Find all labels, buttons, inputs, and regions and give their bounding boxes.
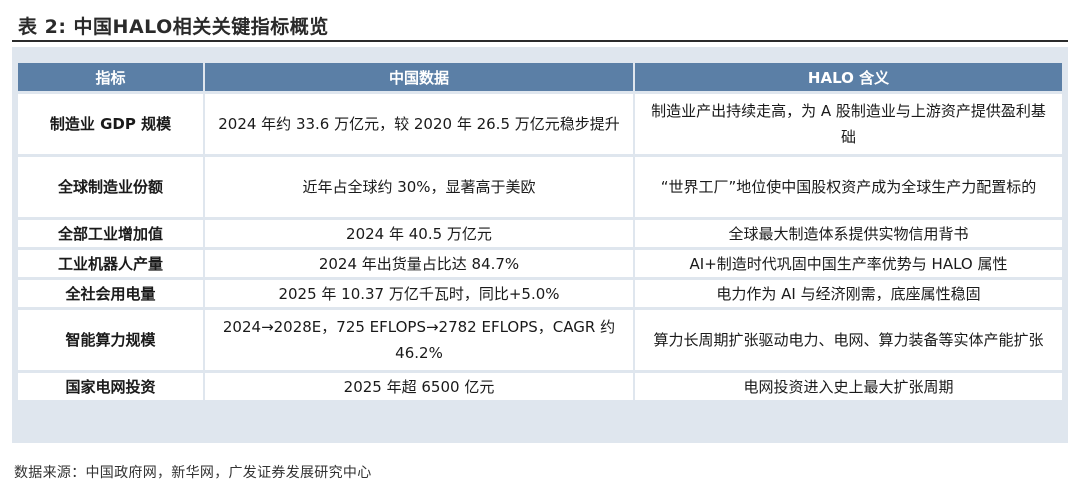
halo-meaning-cell: 算力长周期扩张驱动电力、电网、算力装备等实体产能扩张 [634, 307, 1062, 372]
indicator-cell: 国家电网投资 [18, 370, 205, 400]
china-data-cell: 2024 年出货量占比达 84.7% [204, 247, 635, 279]
table-row: 工业机器人产量 2024 年出货量占比达 84.7% AI+制造时代巩固中国生产… [18, 247, 1062, 279]
halo-meaning-cell: 制造业产出持续走高，为 A 股制造业与上游资产提供盈利基础 [634, 91, 1062, 156]
indicator-cell: 智能算力规模 [18, 307, 205, 372]
table-row: 智能算力规模 2024→2028E，725 EFLOPS→2782 EFLOPS… [18, 307, 1062, 372]
china-data-cell: 2025 年 10.37 万亿千瓦时，同比+5.0% [204, 277, 635, 309]
china-data-cell: 2024 年 40.5 万亿元 [204, 217, 635, 249]
header-row: 指标 中国数据 HALO 含义 [18, 63, 1062, 93]
china-data-cell: 2024 年约 33.6 万亿元，较 2020 年 26.5 万亿元稳步提升 [204, 91, 635, 156]
source-note: 数据来源：中国政府网，新华网，广发证券发展研究中心 [14, 465, 372, 481]
halo-meaning-cell: “世界工厂”地位使中国股权资产成为全球生产力配置标的 [634, 154, 1062, 219]
indicator-cell: 全球制造业份额 [18, 154, 205, 219]
halo-meaning-cell: 电网投资进入史上最大扩张周期 [634, 370, 1062, 400]
indicator-cell: 工业机器人产量 [18, 247, 205, 279]
table-row: 全球制造业份额 近年占全球约 30%，显著高于美欧 “世界工厂”地位使中国股权资… [18, 154, 1062, 219]
header-halo-meaning: HALO 含义 [634, 63, 1062, 93]
china-data-cell: 2025 年超 6500 亿元 [204, 370, 635, 400]
title-bar: 表 2: 中国HALO相关关键指标概览 [12, 6, 1068, 42]
table-row: 制造业 GDP 规模 2024 年约 33.6 万亿元，较 2020 年 26.… [18, 91, 1062, 156]
table-row: 全部工业增加值 2024 年 40.5 万亿元 全球最大制造体系提供实物信用背书 [18, 217, 1062, 249]
halo-meaning-cell: 电力作为 AI 与经济刚需，底座属性稳固 [634, 277, 1062, 309]
header-indicator: 指标 [18, 63, 205, 93]
china-data-cell: 2024→2028E，725 EFLOPS→2782 EFLOPS，CAGR 约… [204, 307, 635, 372]
indicator-cell: 全部工业增加值 [18, 217, 205, 249]
china-data-cell: 近年占全球约 30%，显著高于美欧 [204, 154, 635, 219]
indicator-cell: 全社会用电量 [18, 277, 205, 309]
table-row: 全社会用电量 2025 年 10.37 万亿千瓦时，同比+5.0% 电力作为 A… [18, 277, 1062, 309]
table-panel: 指标 中国数据 HALO 含义 制造业 GDP 规模 2024 年约 33.6 … [12, 47, 1068, 443]
indicator-table: 指标 中国数据 HALO 含义 制造业 GDP 规模 2024 年约 33.6 … [18, 63, 1062, 400]
table-title: 表 2: 中国HALO相关关键指标概览 [18, 16, 329, 38]
halo-meaning-cell: AI+制造时代巩固中国生产率优势与 HALO 属性 [634, 247, 1062, 279]
table-row: 国家电网投资 2025 年超 6500 亿元 电网投资进入史上最大扩张周期 [18, 370, 1062, 400]
halo-meaning-cell: 全球最大制造体系提供实物信用背书 [634, 217, 1062, 249]
indicator-cell: 制造业 GDP 规模 [18, 91, 205, 156]
header-china-data: 中国数据 [204, 63, 635, 93]
